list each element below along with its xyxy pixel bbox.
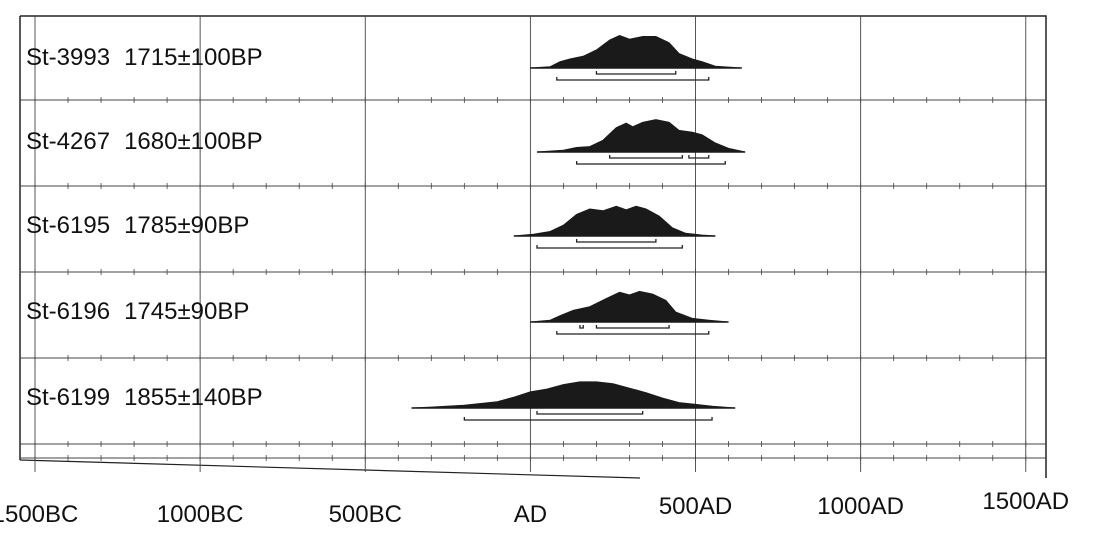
sample-row: St-6195 1785±90BP — [26, 205, 716, 249]
range-95-bracket — [575, 161, 726, 165]
sample-label: St-6195 1785±90BP — [26, 212, 249, 239]
x-tick-label: 1000AD — [817, 493, 904, 520]
range-95-bracket — [556, 77, 710, 81]
sample-row: St-4267 1680±100BP — [26, 119, 746, 165]
sample-radiocarbon-age: 1785±90BP — [124, 212, 249, 239]
probability-distribution — [530, 35, 742, 69]
sample-label: St-3993 1715±100BP — [26, 44, 263, 71]
range-68-bracket — [595, 325, 670, 329]
frame-top-right — [20, 15, 1047, 478]
x-tick-label: 500AD — [659, 493, 732, 520]
range-68-bracket — [688, 155, 710, 159]
range-95-bracket — [536, 245, 683, 249]
sample-label: St-6196 1745±90BP — [26, 298, 249, 325]
probability-distribution — [411, 381, 736, 409]
sample-lab-code: St-6199 — [26, 384, 110, 411]
sample-radiocarbon-age: 1715±100BP — [124, 44, 263, 71]
sample-radiocarbon-age: 1745±90BP — [124, 298, 249, 325]
chart-frame — [19, 15, 1047, 479]
sample-radiocarbon-age: 1855±140BP — [124, 384, 263, 411]
grid-lines — [20, 16, 1046, 472]
sample-row: St-6196 1745±90BP — [26, 290, 729, 335]
x-tick-label: 1500BC — [0, 501, 78, 528]
range-68-bracket — [595, 71, 677, 75]
sample-label: St-6199 1855±140BP — [26, 384, 263, 411]
sample-row: St-3993 1715±100BP — [26, 35, 742, 81]
frame-bottom-left — [19, 459, 641, 479]
x-tick-label: 1000BC — [157, 501, 244, 528]
range-68-bracket — [575, 239, 657, 243]
sample-radiocarbon-age: 1680±100BP — [124, 128, 263, 155]
sample-label: St-4267 1680±100BP — [26, 128, 263, 155]
sample-row: St-6199 1855±140BP — [26, 381, 736, 421]
sample-lab-code: St-6196 — [26, 298, 110, 325]
sample-lab-code: St-4267 — [26, 128, 110, 155]
x-axis-tick-labels: 1500BC 1000BC 500BC AD 500AD 1000AD 1500AD — [0, 488, 1069, 528]
range-68-bracket — [609, 155, 683, 159]
probability-distribution — [536, 119, 746, 153]
sample-lab-code: St-6195 — [26, 212, 110, 239]
sample-rows: St-3993 1715±100BP St-4267 1680±100BP St-619… — [26, 35, 746, 421]
x-tick-label: 500BC — [329, 501, 402, 528]
x-tick-label: AD — [514, 501, 547, 528]
range-95-bracket — [463, 417, 713, 421]
range-95-bracket — [556, 331, 710, 335]
probability-distribution — [530, 290, 729, 323]
sample-lab-code: St-3993 — [26, 44, 110, 71]
range-68-bracket — [579, 325, 584, 329]
x-tick-label: 1500AD — [982, 488, 1069, 515]
probability-distribution — [513, 205, 716, 237]
range-68-bracket — [536, 411, 644, 415]
